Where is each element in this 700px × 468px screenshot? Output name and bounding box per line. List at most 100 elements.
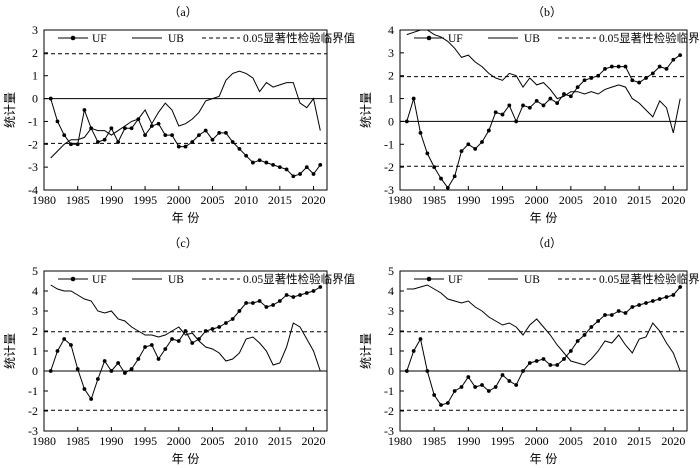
uf-data-point bbox=[459, 149, 464, 154]
y-tick-label: 0 bbox=[388, 114, 394, 128]
x-tick-label: 2005 bbox=[559, 434, 583, 448]
x-tick-label: 2015 bbox=[268, 193, 292, 207]
legend-uf-marker bbox=[426, 35, 432, 41]
x-tick-label: 1980 bbox=[388, 434, 412, 448]
uf-data-point bbox=[568, 94, 573, 99]
x-tick-label: 1990 bbox=[99, 193, 123, 207]
uf-data-point bbox=[190, 341, 195, 345]
uf-data-point bbox=[156, 121, 161, 126]
uf-data-point bbox=[176, 339, 181, 343]
uf-data-point bbox=[277, 165, 282, 170]
x-tick-label: 2015 bbox=[627, 193, 651, 207]
panel-title: （c） bbox=[168, 236, 197, 250]
uf-data-point bbox=[411, 96, 416, 101]
y-tick-label: -2 bbox=[384, 404, 394, 418]
y-tick-label: 0 bbox=[32, 92, 38, 106]
y-tick-label: -2 bbox=[384, 160, 394, 174]
uf-data-point bbox=[257, 299, 262, 303]
uf-data-point bbox=[102, 359, 107, 363]
uf-data-point bbox=[244, 301, 249, 305]
uf-data-point bbox=[514, 119, 519, 124]
uf-data-point bbox=[230, 317, 235, 321]
uf-data-point bbox=[527, 105, 532, 110]
uf-data-point bbox=[609, 64, 614, 69]
uf-data-point bbox=[404, 119, 409, 124]
uf-data-point bbox=[149, 343, 154, 347]
uf-data-point bbox=[630, 305, 635, 309]
x-axis-title: 年 份 bbox=[530, 211, 558, 225]
uf-data-point bbox=[129, 126, 134, 131]
legend-ub-label: UB bbox=[168, 274, 184, 286]
legend-ub-label: UB bbox=[524, 33, 540, 45]
uf-data-point bbox=[432, 165, 437, 170]
uf-data-point bbox=[203, 329, 208, 333]
y-tick-label: -1 bbox=[28, 384, 38, 398]
series-ub-line bbox=[50, 284, 321, 372]
x-tick-label: 1995 bbox=[133, 193, 157, 207]
x-tick-label: 2005 bbox=[559, 193, 583, 207]
x-tick-label: 2015 bbox=[268, 434, 292, 448]
panel-title: （a） bbox=[168, 5, 197, 19]
uf-data-point bbox=[664, 66, 669, 71]
uf-data-point bbox=[459, 385, 464, 389]
uf-data-point bbox=[311, 289, 316, 293]
y-tick-label: -1 bbox=[384, 384, 394, 398]
uf-data-point bbox=[644, 301, 648, 305]
y-tick-label: 3 bbox=[32, 23, 38, 37]
y-tick-label: -1 bbox=[28, 114, 38, 128]
uf-data-point bbox=[603, 66, 607, 71]
uf-data-point bbox=[582, 333, 587, 337]
uf-data-point bbox=[250, 160, 255, 165]
uf-data-point bbox=[521, 369, 525, 373]
uf-data-point bbox=[183, 144, 188, 149]
uf-data-point bbox=[62, 133, 67, 138]
uf-data-point bbox=[534, 359, 539, 363]
y-tick-label: 2 bbox=[32, 46, 38, 60]
uf-data-point bbox=[418, 337, 423, 341]
y-axis-title: 统计量 bbox=[3, 92, 17, 128]
legend-critical-label: 0.05显著性检验临界值 bbox=[243, 31, 356, 45]
uf-data-point bbox=[96, 377, 100, 381]
y-tick-label: 5 bbox=[388, 264, 394, 278]
uf-data-point bbox=[69, 142, 73, 147]
uf-data-point bbox=[190, 140, 195, 144]
uf-data-point bbox=[170, 337, 174, 341]
y-tick-label: 2 bbox=[388, 69, 394, 83]
x-tick-label: 2020 bbox=[302, 434, 326, 448]
uf-data-point bbox=[48, 369, 53, 373]
uf-data-point bbox=[102, 137, 107, 142]
uf-data-point bbox=[244, 153, 249, 158]
uf-data-point bbox=[439, 403, 443, 407]
uf-data-point bbox=[671, 293, 676, 297]
x-tick-label: 2000 bbox=[525, 434, 549, 448]
uf-data-point bbox=[445, 185, 450, 190]
uf-data-point bbox=[548, 363, 553, 367]
y-tick-label: -1 bbox=[384, 137, 394, 151]
uf-data-point bbox=[149, 124, 154, 128]
uf-data-point bbox=[486, 128, 491, 133]
x-tick-label: 2010 bbox=[593, 193, 617, 207]
uf-data-point bbox=[473, 146, 478, 151]
chart-panel-a: （a） 1980 1985 1990 1995 2000 2005 2010 2015 2020 -… bbox=[3, 5, 356, 225]
uf-data-point bbox=[210, 137, 215, 142]
uf-data-point bbox=[224, 321, 228, 325]
y-tick-label: -2 bbox=[28, 137, 38, 151]
uf-data-point bbox=[493, 110, 498, 115]
uf-data-point bbox=[163, 133, 168, 138]
uf-data-point bbox=[582, 78, 587, 83]
uf-data-point bbox=[122, 126, 127, 131]
uf-data-point bbox=[541, 103, 546, 108]
uf-data-point bbox=[304, 165, 309, 170]
y-tick-label: -3 bbox=[28, 424, 38, 438]
y-tick-label: 1 bbox=[388, 92, 394, 106]
uf-data-point bbox=[116, 140, 121, 144]
uf-data-point bbox=[493, 385, 498, 389]
uf-data-point bbox=[466, 142, 471, 147]
uf-data-point bbox=[500, 112, 505, 117]
uf-data-point bbox=[298, 293, 302, 297]
uf-data-point bbox=[568, 349, 573, 353]
uf-data-point bbox=[69, 343, 73, 347]
uf-data-point bbox=[425, 151, 430, 156]
uf-data-point bbox=[75, 367, 80, 371]
uf-data-point bbox=[650, 71, 655, 76]
